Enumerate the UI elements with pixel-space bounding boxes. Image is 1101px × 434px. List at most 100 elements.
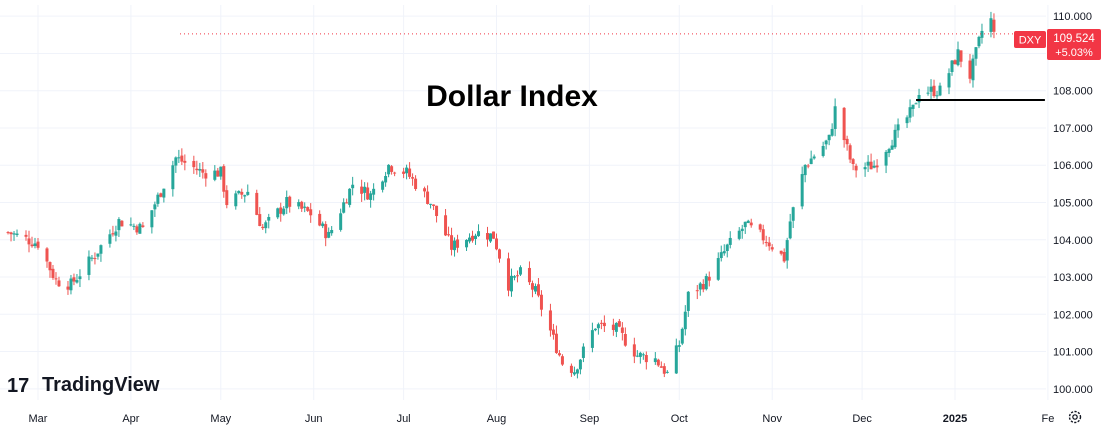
candle — [411, 173, 415, 186]
candle — [183, 154, 187, 171]
candle — [180, 148, 184, 166]
candle — [393, 171, 397, 177]
candle-body — [707, 276, 711, 281]
candle-body — [492, 231, 496, 239]
candle-body — [638, 352, 642, 357]
price-tick-label: 101.000 — [1053, 347, 1093, 359]
candle — [590, 322, 594, 353]
candle-body — [108, 234, 112, 244]
candle — [746, 219, 750, 224]
candle — [78, 269, 82, 288]
candle — [468, 233, 472, 244]
candle — [770, 244, 774, 252]
price-tick-label: 102.000 — [1053, 309, 1093, 321]
candle-body — [384, 175, 388, 183]
candle-body — [512, 276, 516, 278]
gear-icon[interactable] — [1068, 410, 1082, 424]
candle — [869, 153, 873, 170]
candle — [824, 139, 828, 150]
tradingview-logo[interactable]: 17 TradingView — [7, 374, 160, 397]
candle — [57, 276, 61, 287]
candle — [662, 363, 666, 378]
candle-body — [641, 354, 645, 356]
candle-body — [471, 235, 475, 241]
candle-body — [78, 276, 82, 280]
candle-body — [234, 193, 238, 207]
candle — [698, 281, 702, 296]
candle-body — [387, 164, 391, 175]
candle — [890, 139, 894, 150]
candle — [408, 162, 412, 179]
candle-body — [596, 324, 600, 329]
candle — [450, 227, 454, 256]
candle — [722, 244, 726, 256]
candle-body — [866, 161, 870, 166]
candle — [222, 164, 226, 198]
candle — [264, 220, 268, 234]
symbol-badge[interactable]: DXY — [1014, 31, 1046, 48]
candle — [258, 207, 262, 227]
candle — [198, 162, 202, 177]
candle-body — [788, 221, 792, 239]
candle-body — [306, 207, 310, 211]
candle-body — [411, 177, 415, 179]
last-price-label: 109.524 — [1053, 33, 1095, 45]
candle-body — [474, 235, 478, 239]
candle — [611, 318, 615, 336]
candle-body — [153, 204, 157, 210]
price-axis[interactable]: 100.000 101.000 102.000 103.000 104.000 105.0… — [1053, 11, 1093, 396]
candle — [351, 176, 355, 196]
candle — [201, 162, 205, 179]
candle-body — [285, 197, 289, 209]
candle — [330, 226, 334, 236]
candle-body — [533, 286, 537, 292]
candle — [887, 147, 891, 158]
candle-body — [360, 186, 364, 194]
candle — [339, 208, 343, 232]
candle-body — [506, 258, 510, 291]
candle — [767, 236, 771, 251]
change-percent-label: +5.03% — [1055, 47, 1093, 59]
candle-body — [695, 290, 699, 292]
candle-body — [99, 245, 103, 254]
candle-body — [426, 191, 430, 204]
candle-body — [974, 47, 978, 59]
candle — [512, 275, 516, 281]
candle-body — [339, 213, 343, 230]
candle — [977, 35, 981, 49]
candle-body — [9, 232, 13, 235]
last-price-badge: 109.524 +5.03% — [1047, 29, 1101, 60]
candle — [803, 164, 807, 183]
candle-body — [497, 249, 501, 259]
candle-body — [240, 191, 244, 195]
candle — [36, 237, 40, 250]
candle-body — [812, 156, 816, 159]
candle-body — [198, 169, 202, 171]
candle — [108, 229, 112, 248]
candle-body — [342, 202, 346, 213]
candle — [686, 290, 690, 317]
candle-body — [701, 283, 705, 290]
candle — [659, 361, 663, 368]
candle — [914, 102, 918, 105]
candle — [506, 252, 510, 297]
candle — [641, 352, 645, 360]
time-tick-label: Mar — [29, 413, 48, 425]
candle — [593, 328, 597, 332]
candle — [530, 280, 534, 298]
candle — [617, 318, 621, 328]
candle-body — [632, 344, 636, 357]
candle — [833, 98, 837, 137]
candle-body — [129, 224, 133, 226]
candle — [234, 190, 238, 210]
candle — [24, 230, 28, 241]
candle-body — [276, 208, 280, 218]
time-axis[interactable]: Mar Apr May Jun Jul Aug Sep Oct Nov Dec 2025 Fe — [29, 413, 1055, 425]
candle-body — [977, 36, 981, 47]
candle-body — [956, 49, 960, 66]
candle-body — [656, 359, 660, 366]
candle-body — [237, 190, 241, 194]
candle-body — [432, 204, 436, 206]
